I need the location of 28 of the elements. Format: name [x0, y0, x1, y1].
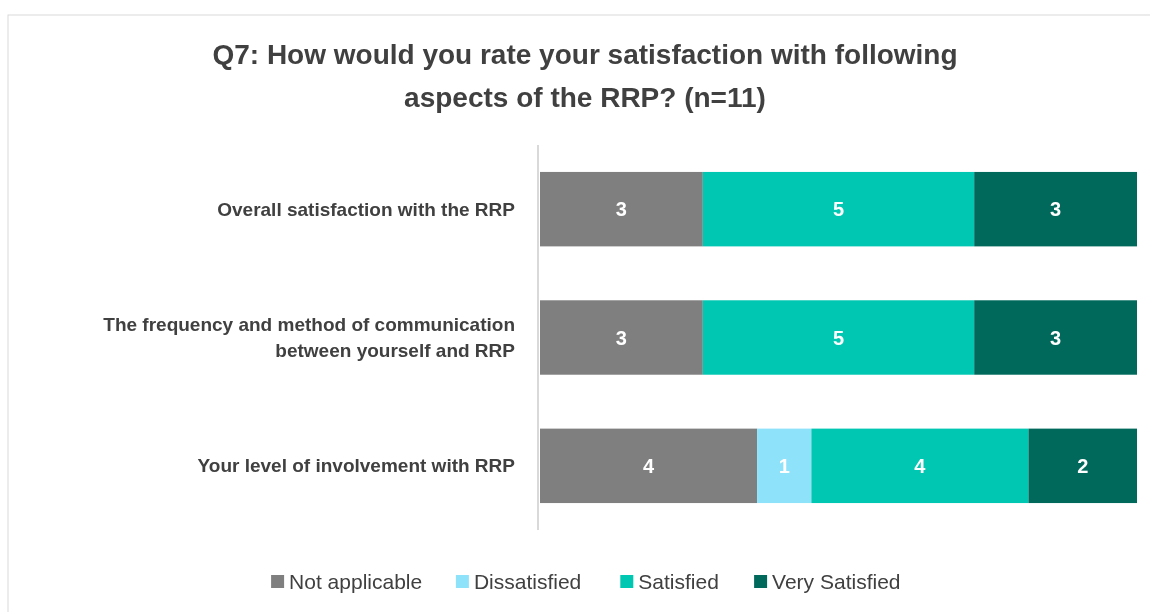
- data-label: 5: [832, 198, 845, 221]
- bar: [974, 171, 1137, 247]
- legend-label: Not applicable: [289, 570, 423, 594]
- legend-label: Satisfied: [638, 570, 719, 594]
- data-label: 5: [832, 326, 845, 349]
- bar: [811, 428, 1029, 504]
- data-label: 3: [1050, 326, 1062, 349]
- data-label: 1: [778, 454, 790, 477]
- y-tick-label: The frequency and method of communication between yourself and RRP: [103, 314, 516, 362]
- data-label: 2: [1077, 454, 1089, 477]
- legend-label: Dissatisfied: [473, 570, 582, 594]
- bar: [540, 300, 703, 375]
- bar: [974, 300, 1137, 375]
- bar: [702, 300, 975, 375]
- data-label: 3: [615, 198, 627, 221]
- bar: [702, 171, 975, 247]
- data-label: 4: [642, 454, 655, 477]
- data-label: 4: [914, 454, 927, 477]
- chart-title: Q7: How would you rate your satisfaction with following aspects of the RRP? (n=11): [212, 39, 958, 113]
- bar: [540, 428, 758, 504]
- data-label: 3: [1050, 198, 1062, 221]
- y-tick-label: Your level of involvement with RRP: [197, 455, 516, 477]
- bar: [757, 428, 812, 504]
- data-label: 3: [615, 326, 627, 349]
- legend-label: Very Satisfied: [772, 570, 901, 594]
- bar: [540, 171, 703, 247]
- y-tick-label: Overall satisfaction with the RRP: [217, 198, 516, 220]
- bar: [1028, 428, 1137, 504]
